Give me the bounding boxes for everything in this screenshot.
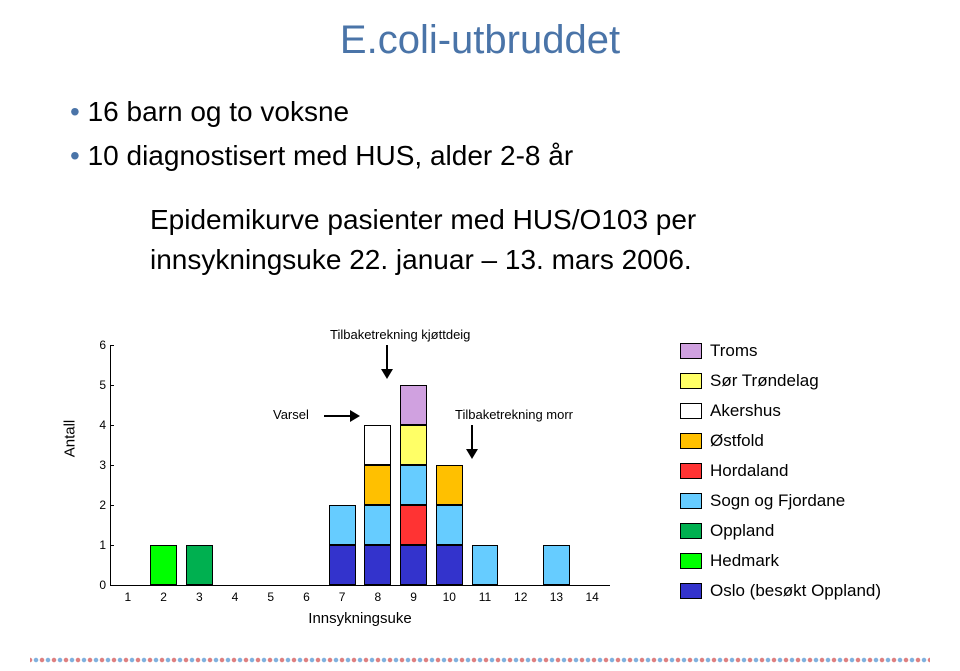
y-axis-label: Antall xyxy=(62,389,79,489)
legend-row: Sør Trøndelag xyxy=(680,368,881,394)
bar-segment xyxy=(364,425,391,465)
legend-row: Sogn og Fjordane xyxy=(680,488,881,514)
legend-swatch xyxy=(680,463,702,479)
bar-segment xyxy=(150,545,177,585)
bullet-item: 10 diagnostisert med HUS, alder 2-8 år xyxy=(70,134,573,178)
y-tick: 2 xyxy=(99,498,106,512)
legend-label: Østfold xyxy=(710,428,764,454)
x-axis-line xyxy=(110,585,610,586)
legend: Troms Sør Trøndelag Akershus Østfold Hordala… xyxy=(680,338,881,608)
legend-row: Oppland xyxy=(680,518,881,544)
subhead: Epidemikurve pasienter med HUS/O103 per … xyxy=(150,200,696,280)
y-tick: 1 xyxy=(99,538,106,552)
y-tick: 5 xyxy=(99,378,106,392)
legend-swatch xyxy=(680,553,702,569)
subhead-line: innsykningsuke 22. januar – 13. mars 200… xyxy=(150,240,696,280)
legend-label: Hordaland xyxy=(710,458,788,484)
legend-row: Oslo (besøkt Oppland) xyxy=(680,578,881,604)
y-tick: 0 xyxy=(99,578,106,592)
bar-segment xyxy=(400,545,427,585)
x-tick: 9 xyxy=(410,590,417,604)
legend-swatch xyxy=(680,343,702,359)
legend-swatch xyxy=(680,583,702,599)
decorative-dots xyxy=(30,657,930,663)
legend-swatch xyxy=(680,523,702,539)
bar-segment xyxy=(436,465,463,505)
arrow-down-icon xyxy=(378,345,396,379)
legend-row: Hedmark xyxy=(680,548,881,574)
x-tick: 2 xyxy=(160,590,167,604)
x-tick: 12 xyxy=(514,590,527,604)
anno-varsel: Varsel xyxy=(273,407,309,422)
legend-row: Troms xyxy=(680,338,881,364)
legend-label: Troms xyxy=(710,338,758,364)
x-tick: 14 xyxy=(585,590,598,604)
legend-label: Hedmark xyxy=(710,548,779,574)
legend-label: Oppland xyxy=(710,518,774,544)
legend-row: Østfold xyxy=(680,428,881,454)
y-tick: 4 xyxy=(99,418,106,432)
x-tick: 6 xyxy=(303,590,310,604)
bar-segment xyxy=(364,465,391,505)
x-tick: 7 xyxy=(339,590,346,604)
legend-label: Sør Trøndelag xyxy=(710,368,819,394)
bar-segment xyxy=(543,545,570,585)
anno-kjottdeig: Tilbaketrekning kjøttdeig xyxy=(330,327,470,342)
arrow-right-icon xyxy=(324,409,360,423)
arrow-down-icon xyxy=(463,425,481,459)
bar-segment xyxy=(436,505,463,545)
bar-segment xyxy=(436,545,463,585)
legend-label: Oslo (besøkt Oppland) xyxy=(710,578,881,604)
bullet-item: 16 barn og to voksne xyxy=(70,90,573,134)
legend-swatch xyxy=(680,403,702,419)
x-tick: 10 xyxy=(443,590,456,604)
epidemic-curve-chart: Antall 0123456 Innsykningsuke 1234567891… xyxy=(60,335,650,635)
anno-morr: Tilbaketrekning morr xyxy=(455,407,573,422)
bar-segment xyxy=(400,505,427,545)
x-tick: 4 xyxy=(232,590,239,604)
legend-row: Akershus xyxy=(680,398,881,424)
subhead-line: Epidemikurve pasienter med HUS/O103 per xyxy=(150,200,696,240)
y-tick: 6 xyxy=(99,338,106,352)
y-tick: 3 xyxy=(99,458,106,472)
bar-segment xyxy=(186,545,213,585)
x-tick: 1 xyxy=(125,590,132,604)
bar-segment xyxy=(400,425,427,465)
legend-label: Sogn og Fjordane xyxy=(710,488,845,514)
legend-row: Hordaland xyxy=(680,458,881,484)
bar-segment xyxy=(364,545,391,585)
legend-swatch xyxy=(680,373,702,389)
bar-segment xyxy=(364,505,391,545)
plot-area xyxy=(110,345,610,585)
x-tick: 8 xyxy=(375,590,382,604)
bullet-list: 16 barn og to voksne 10 diagnostisert me… xyxy=(70,90,573,178)
x-tick: 3 xyxy=(196,590,203,604)
x-tick: 13 xyxy=(550,590,563,604)
bar-segment xyxy=(472,545,499,585)
x-tick: 5 xyxy=(267,590,274,604)
x-tick: 11 xyxy=(479,590,491,604)
page-title: E.coli-utbruddet xyxy=(0,18,960,63)
legend-label: Akershus xyxy=(710,398,781,424)
bar-segment xyxy=(400,385,427,425)
legend-swatch xyxy=(680,433,702,449)
x-axis-label: Innsykningsuke xyxy=(110,610,610,627)
bar-segment xyxy=(400,465,427,505)
bar-segment xyxy=(329,545,356,585)
bar-segment xyxy=(329,505,356,545)
legend-swatch xyxy=(680,493,702,509)
